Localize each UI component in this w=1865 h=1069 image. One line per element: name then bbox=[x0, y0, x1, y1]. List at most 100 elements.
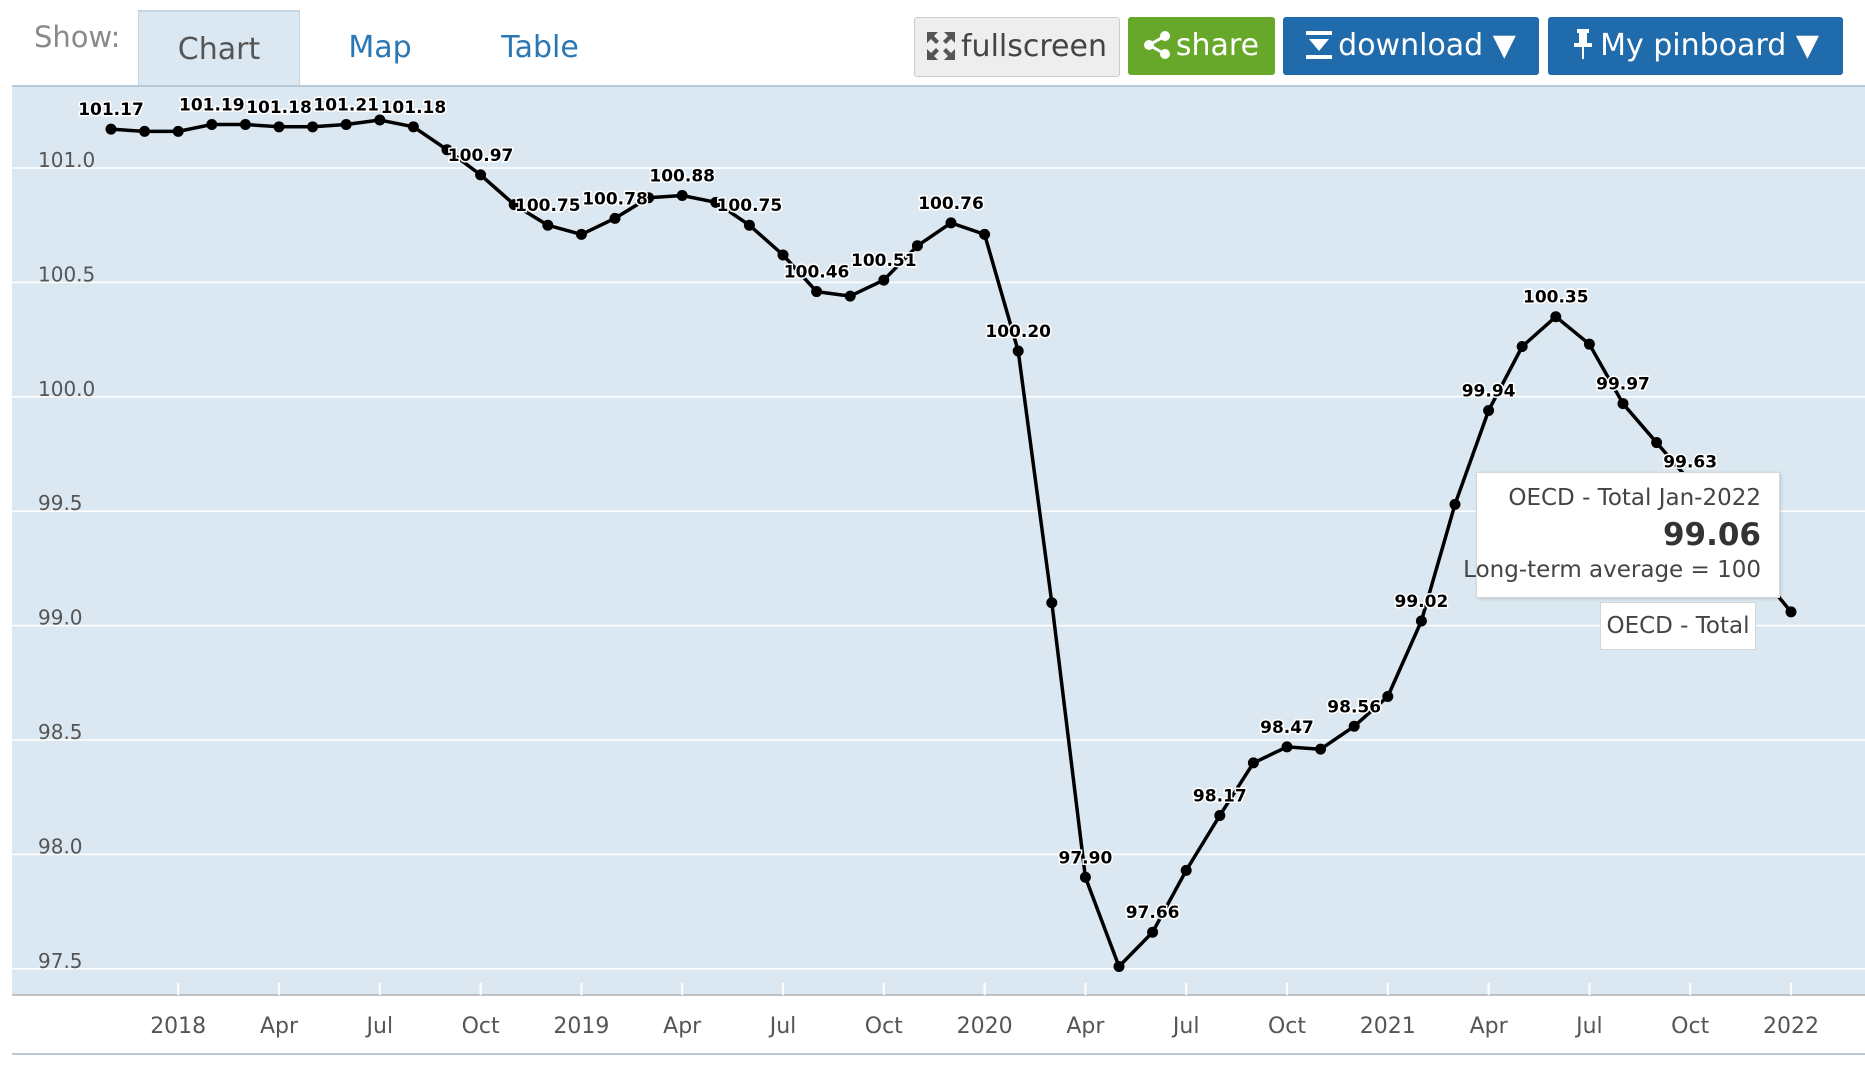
y-tick-label: 99.5 bbox=[38, 491, 83, 515]
data-point bbox=[475, 169, 487, 181]
x-tick-label: Oct bbox=[1268, 1014, 1306, 1039]
data-point bbox=[575, 228, 587, 240]
data-point bbox=[1550, 311, 1562, 323]
data-point bbox=[1012, 345, 1024, 357]
data-label: 100.46 bbox=[784, 263, 850, 283]
data-point bbox=[979, 228, 991, 240]
x-tick-label: Oct bbox=[865, 1014, 903, 1039]
data-point bbox=[508, 199, 520, 211]
series-label: OECD - Total bbox=[1600, 602, 1756, 650]
data-point bbox=[710, 196, 722, 208]
x-tick-label: Oct bbox=[1671, 1014, 1709, 1039]
data-point bbox=[542, 219, 554, 231]
data-point bbox=[676, 189, 688, 201]
data-point bbox=[1583, 338, 1595, 350]
show-label: Show: bbox=[34, 20, 121, 54]
data-point bbox=[273, 121, 285, 133]
y-tick-label: 98.0 bbox=[38, 834, 83, 858]
data-point bbox=[844, 290, 856, 302]
x-tick-label: 2022 bbox=[1763, 1014, 1819, 1039]
x-tick-label: Apr bbox=[663, 1014, 702, 1039]
data-label: 101.18 bbox=[246, 98, 312, 118]
data-point bbox=[1516, 340, 1528, 352]
y-tick-label: 100.5 bbox=[38, 262, 95, 286]
data-label: 100.75 bbox=[515, 196, 581, 216]
data-label: 98.17 bbox=[1193, 787, 1247, 807]
chart-tooltip: OECD - Total Jan-2022 99.06 Long-term av… bbox=[1463, 472, 1780, 598]
data-point bbox=[1382, 691, 1394, 703]
pinboard-button[interactable]: My pinboard ▼ bbox=[1548, 17, 1843, 75]
data-point bbox=[105, 123, 117, 135]
data-point bbox=[1147, 926, 1159, 938]
data-label: 100.75 bbox=[717, 196, 783, 216]
data-label: 99.97 bbox=[1596, 375, 1650, 395]
y-tick-label: 101.0 bbox=[38, 148, 95, 172]
y-tick-label: 98.5 bbox=[38, 720, 83, 744]
data-label: 101.19 bbox=[179, 96, 245, 116]
data-label: 97.90 bbox=[1059, 848, 1113, 868]
data-point bbox=[374, 114, 386, 126]
data-point bbox=[239, 119, 251, 131]
download-button[interactable]: download ▼ bbox=[1283, 17, 1539, 75]
data-point bbox=[1113, 961, 1125, 973]
x-tick-label: Apr bbox=[260, 1014, 299, 1039]
data-label: 100.51 bbox=[851, 251, 917, 271]
data-point bbox=[206, 119, 218, 131]
data-label: 98.47 bbox=[1260, 718, 1314, 738]
data-point bbox=[1415, 615, 1427, 627]
y-tick-label: 100.0 bbox=[38, 377, 95, 401]
data-point bbox=[1079, 871, 1091, 883]
data-label: 100.35 bbox=[1523, 288, 1589, 308]
tab-chart[interactable]: Chart bbox=[138, 10, 300, 88]
x-tick-label: Jul bbox=[365, 1014, 394, 1039]
data-point bbox=[407, 121, 419, 133]
data-point bbox=[1046, 597, 1058, 609]
x-tick-label: Jul bbox=[1171, 1014, 1200, 1039]
tab-map[interactable]: Map bbox=[348, 30, 412, 65]
data-label: 100.20 bbox=[985, 322, 1051, 342]
share-label: share bbox=[1175, 28, 1260, 63]
data-point bbox=[609, 212, 621, 224]
data-point bbox=[1348, 720, 1360, 732]
x-tick-label: 2019 bbox=[553, 1014, 609, 1039]
data-point bbox=[777, 249, 789, 261]
chart-toolbar: Show: Chart Map Table fullscreen bbox=[0, 0, 1865, 88]
tooltip-value: 99.06 bbox=[1662, 517, 1761, 553]
data-point bbox=[1449, 498, 1461, 510]
download-label: download ▼ bbox=[1338, 28, 1516, 63]
share-button[interactable]: share bbox=[1128, 17, 1275, 75]
data-label: 99.63 bbox=[1663, 452, 1717, 472]
pinboard-label: My pinboard ▼ bbox=[1600, 28, 1819, 63]
y-tick-label: 97.5 bbox=[38, 949, 83, 973]
data-point bbox=[1281, 741, 1293, 753]
data-point bbox=[1651, 437, 1663, 449]
data-point bbox=[307, 121, 319, 133]
data-label: 100.88 bbox=[649, 166, 715, 186]
data-point bbox=[340, 119, 352, 131]
x-tick-label: Oct bbox=[462, 1014, 500, 1039]
x-tick-label: Apr bbox=[1470, 1014, 1509, 1039]
x-tick-label: Jul bbox=[1574, 1014, 1603, 1039]
tooltip-title: OECD - Total Jan-2022 bbox=[1508, 485, 1761, 511]
data-point bbox=[441, 144, 453, 156]
share-icon bbox=[1143, 17, 1170, 75]
expand-arrows-icon bbox=[927, 18, 955, 76]
x-tick-label: 2018 bbox=[150, 1014, 206, 1039]
data-point bbox=[1617, 398, 1629, 410]
data-label: 100.97 bbox=[448, 146, 514, 166]
data-label: 97.66 bbox=[1126, 903, 1180, 923]
tab-table[interactable]: Table bbox=[501, 30, 579, 65]
data-point bbox=[811, 286, 823, 298]
data-point bbox=[1180, 864, 1192, 876]
data-label: 98.56 bbox=[1327, 697, 1381, 717]
x-tick-label: Jul bbox=[768, 1014, 797, 1039]
data-label: 101.21 bbox=[313, 96, 379, 116]
download-icon bbox=[1306, 17, 1333, 75]
data-label: 99.02 bbox=[1395, 592, 1449, 612]
fullscreen-button[interactable]: fullscreen bbox=[914, 17, 1120, 77]
x-tick-label: 2021 bbox=[1360, 1014, 1416, 1039]
y-tick-label: 99.0 bbox=[38, 606, 83, 630]
fullscreen-label: fullscreen bbox=[961, 29, 1107, 64]
data-point bbox=[1785, 606, 1797, 618]
data-point bbox=[743, 219, 755, 231]
